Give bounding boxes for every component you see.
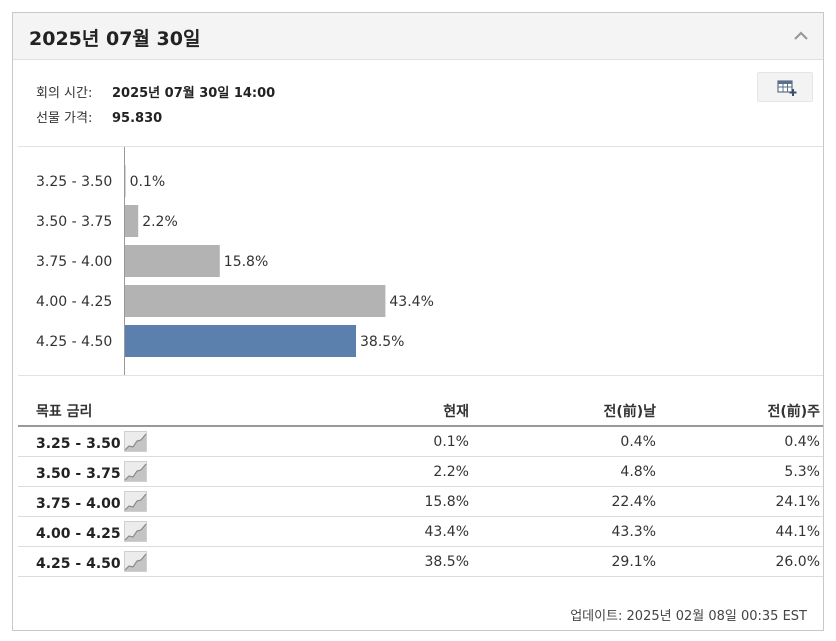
- chart-bar: [125, 325, 356, 357]
- chart-category-label: 4.25 - 4.50: [36, 334, 112, 350]
- meeting-time-label: 회의 시간:: [36, 86, 93, 101]
- table-row: 4.25 - 4.50 38.5% 29.1% 26.0%: [13, 547, 823, 577]
- table-row: 4.00 - 4.25 43.4% 43.3% 44.1%: [13, 517, 823, 547]
- futures-price-value: 95.830: [112, 111, 163, 126]
- cell-prev-week: 0.4%: [784, 434, 820, 450]
- header-divider: [18, 425, 823, 427]
- chart-category-label: 4.00 - 4.25: [36, 294, 112, 310]
- cell-now: 2.2%: [433, 464, 469, 480]
- chart-category-label: 3.50 - 3.75: [36, 214, 112, 230]
- chart-bar: [125, 285, 386, 317]
- chevron-up-icon: [794, 31, 808, 40]
- futures-price-label: 선물 가격:: [36, 111, 93, 126]
- panel-header: 2025년 07월 30일: [13, 13, 823, 60]
- meeting-date-title: 2025년 07월 30일: [29, 28, 201, 50]
- sparkline-icon[interactable]: [124, 431, 147, 452]
- table-row: 3.25 - 3.50 0.1% 0.4% 0.4%: [13, 427, 823, 457]
- chart-value-label: 43.4%: [389, 294, 433, 310]
- chart-value-label: 15.8%: [224, 254, 268, 270]
- meeting-probability-panel: 2025년 07월 30일 회의 시간: 2025년 07월 30일 14:00 …: [12, 12, 824, 631]
- cell-prev-day: 4.8%: [620, 464, 656, 480]
- cell-now: 43.4%: [424, 524, 469, 540]
- table-header: 목표 금리 현재 전(前)날 전(前)주: [13, 398, 823, 424]
- row-range-label: 4.00 - 4.25: [36, 526, 121, 542]
- sparkline-icon[interactable]: [124, 551, 147, 572]
- chart-bar: [125, 245, 220, 277]
- table-row: 3.75 - 4.00 15.8% 22.4% 24.1%: [13, 487, 823, 517]
- row-divider: [18, 516, 823, 517]
- sparkline-icon[interactable]: [124, 491, 147, 512]
- updated-timestamp: 업데이트: 2025년 02월 08일 00:35 EST: [570, 609, 807, 624]
- cell-prev-week: 26.0%: [775, 554, 820, 570]
- cell-now: 15.8%: [424, 494, 469, 510]
- header-prev-week: 전(前)주: [767, 404, 820, 420]
- chart-category-label: 3.75 - 4.00: [36, 254, 112, 270]
- chart-bar: [125, 165, 126, 197]
- sparkline-icon[interactable]: [124, 521, 147, 542]
- cell-prev-day: 29.1%: [611, 554, 656, 570]
- meeting-time-value: 2025년 07월 30일 14:00: [112, 86, 276, 101]
- row-range-label: 4.25 - 4.50: [36, 556, 121, 572]
- chart-bar: [125, 205, 139, 237]
- cell-now: 0.1%: [433, 434, 469, 450]
- row-divider: [18, 456, 823, 457]
- header-now: 현재: [443, 404, 469, 420]
- row-range-label: 3.75 - 4.00: [36, 496, 121, 512]
- table-add-icon: [777, 80, 797, 96]
- chart-value-label: 2.2%: [142, 214, 178, 230]
- meeting-time-row: 회의 시간: 2025년 07월 30일 14:00: [36, 82, 275, 101]
- row-divider: [18, 486, 823, 487]
- chart-value-label: 38.5%: [360, 334, 404, 350]
- row-divider: [18, 576, 823, 577]
- collapse-button[interactable]: [791, 27, 811, 45]
- row-divider: [18, 546, 823, 547]
- table-row: 3.50 - 3.75 2.2% 4.8% 5.3%: [13, 457, 823, 487]
- probability-bar-chart: 3.25 - 3.50 0.1% 3.50 - 3.75 2.2% 3.75 - 4.0…: [36, 147, 434, 375]
- futures-price-row: 선물 가격: 95.830: [36, 107, 162, 126]
- header-target-rate: 목표 금리: [36, 404, 93, 420]
- chart-category-label: 3.25 - 3.50: [36, 174, 112, 190]
- cell-prev-week: 44.1%: [775, 524, 820, 540]
- row-range-label: 3.25 - 3.50: [36, 436, 121, 452]
- cell-prev-day: 43.3%: [611, 524, 656, 540]
- sparkline-icon[interactable]: [124, 461, 147, 482]
- cell-now: 38.5%: [424, 554, 469, 570]
- row-range-label: 3.50 - 3.75: [36, 466, 121, 482]
- cell-prev-day: 22.4%: [611, 494, 656, 510]
- header-prev-day: 전(前)날: [603, 404, 656, 420]
- cell-prev-week: 5.3%: [784, 464, 820, 480]
- table-view-button[interactable]: [757, 72, 813, 102]
- cell-prev-day: 0.4%: [620, 434, 656, 450]
- divider: [18, 375, 823, 376]
- chart-value-label: 0.1%: [130, 174, 166, 190]
- divider: [18, 146, 823, 147]
- cell-prev-week: 24.1%: [775, 494, 820, 510]
